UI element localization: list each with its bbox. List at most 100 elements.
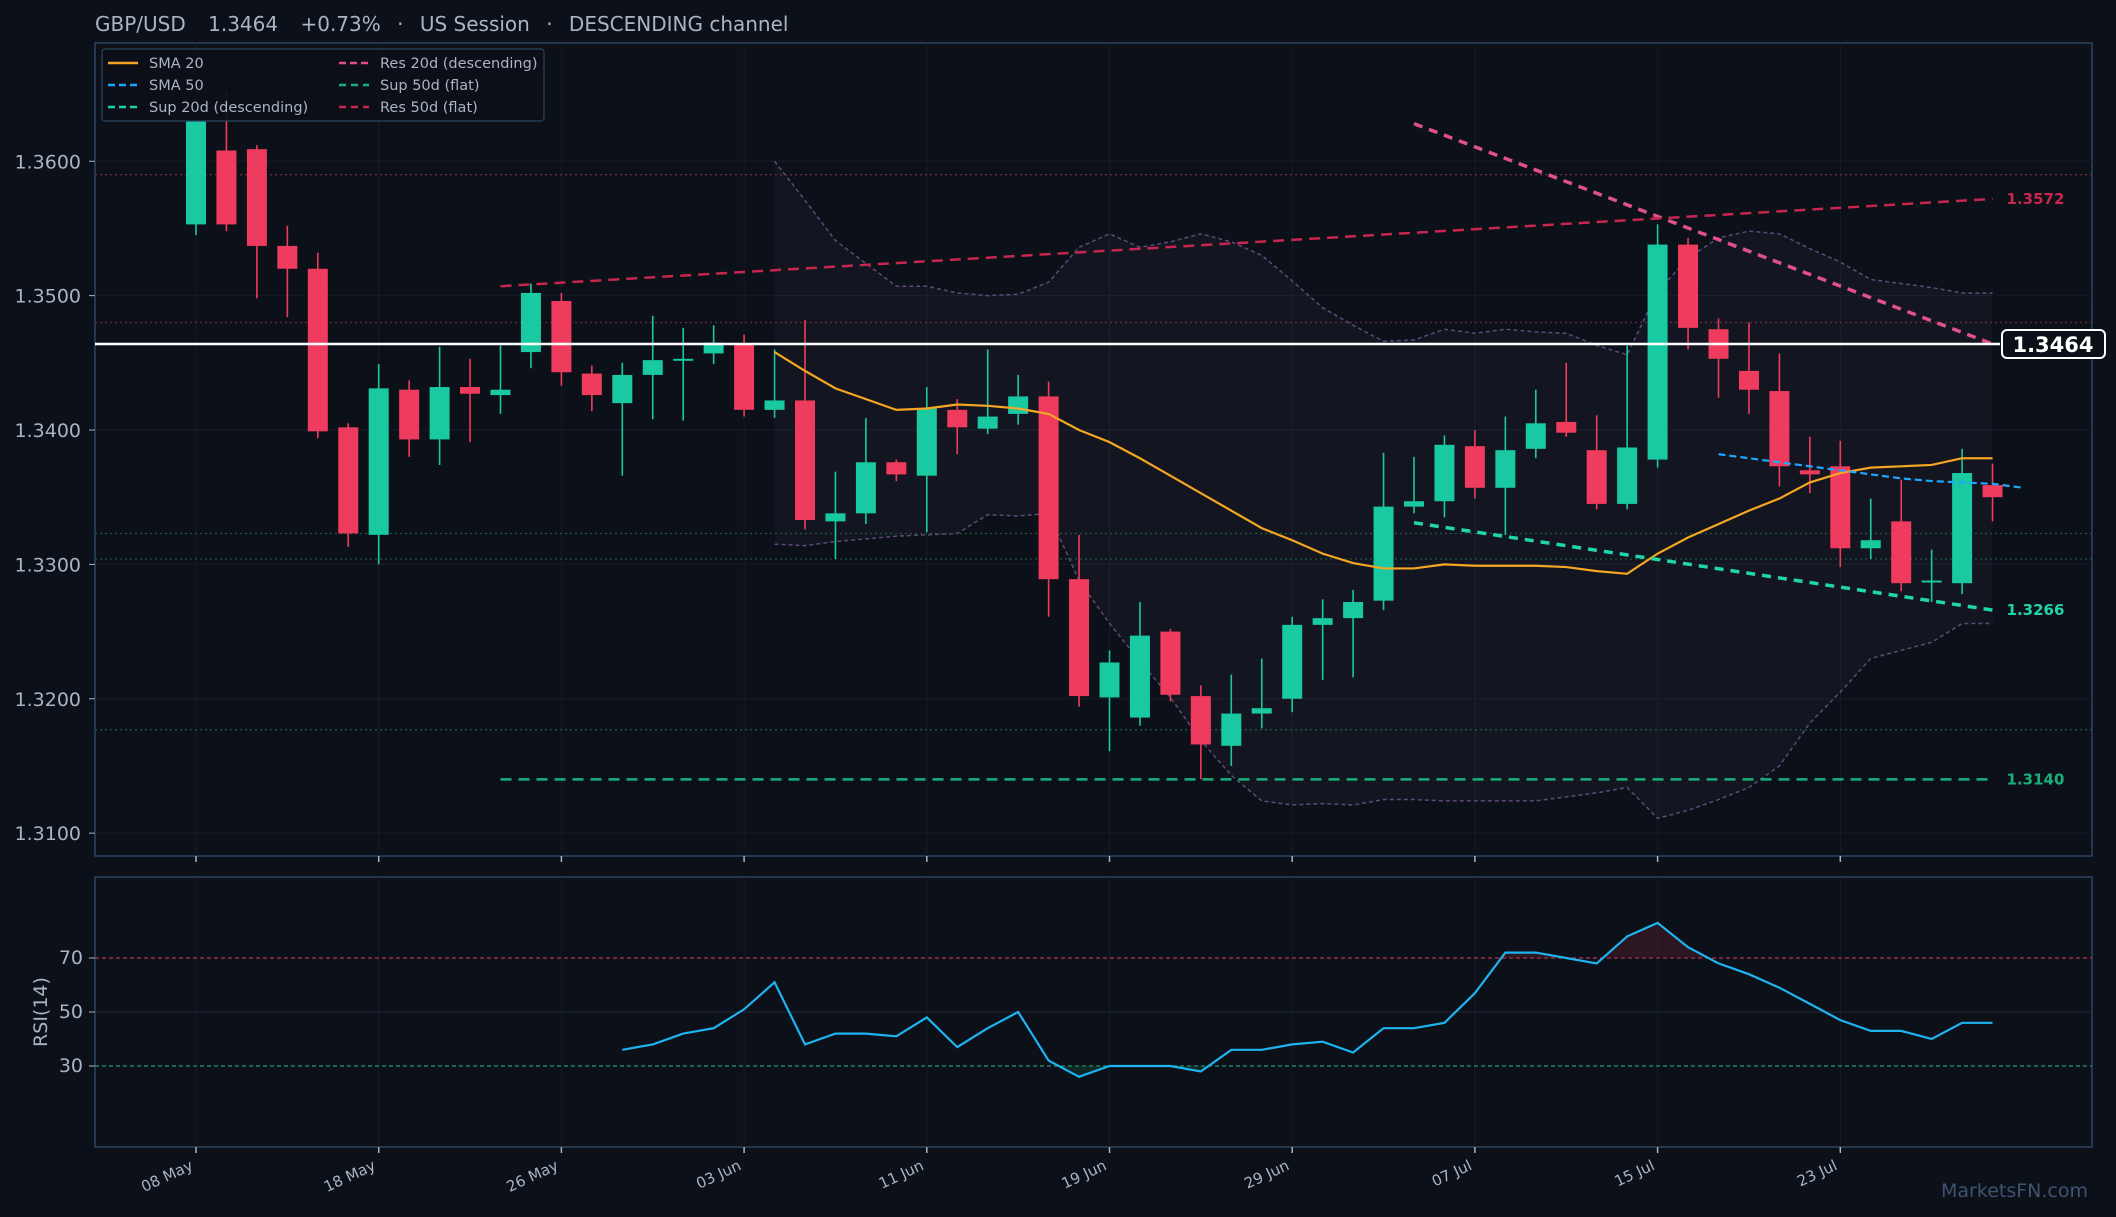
candle-body — [1799, 470, 1820, 475]
price-label: 1.3464 — [208, 12, 278, 36]
candle-body — [1738, 370, 1759, 390]
candle-body — [1099, 662, 1120, 698]
candle-body — [1434, 444, 1455, 502]
date-tick-label: 23 Jul — [1794, 1156, 1840, 1190]
level-line — [1413, 121, 1994, 346]
candle-body — [1525, 423, 1546, 449]
moving-averages — [773, 351, 2024, 575]
legend-label: SMA 50 — [149, 78, 204, 94]
candle-body — [916, 408, 937, 476]
rsi-line — [622, 921, 1993, 1078]
candle-body — [186, 120, 206, 225]
candle-body — [338, 427, 359, 534]
bollinger-lower-line — [774, 512, 1993, 820]
date-tick-label: 08 May — [138, 1156, 195, 1196]
bollinger-upper-line — [773, 160, 1993, 356]
candle-body — [490, 389, 511, 396]
candle-body — [1556, 421, 1577, 433]
date-tick-label: 15 Jul — [1612, 1156, 1658, 1190]
candle-body — [1952, 473, 1973, 584]
candle-body — [1495, 450, 1516, 488]
candle-body — [855, 462, 876, 514]
candle-body — [1343, 602, 1364, 619]
candle-body — [1860, 540, 1881, 549]
candle-body — [1069, 579, 1090, 697]
candle-body — [1404, 501, 1424, 507]
candle-body — [825, 513, 846, 522]
price-tick-label: 1.3400 — [15, 420, 81, 442]
candle-body — [1251, 708, 1272, 714]
rsi-panel: 30 50 70 RSI(14) — [30, 921, 2092, 1078]
price-tick-label: 1.3300 — [15, 554, 81, 576]
symbol-label: GBP/USD — [95, 12, 186, 36]
candle-body — [216, 150, 237, 225]
price-tick-label: 1.3500 — [15, 286, 81, 308]
candle-body — [703, 342, 724, 354]
candle-body — [1038, 396, 1059, 580]
legend-label: Res 50d (flat) — [380, 100, 478, 116]
trend-levels: 1.3266 1.3572 1.3140 — [500, 121, 2065, 788]
legend: SMA 20 SMA 50 Sup 20d (descending) Res 20d … — [101, 48, 545, 122]
current-price-label: 1.3464 — [2012, 333, 2093, 357]
level-line — [500, 197, 1993, 288]
candle-body — [1617, 447, 1638, 504]
candle-body — [1464, 446, 1485, 488]
candle-body — [642, 360, 663, 375]
candle-body — [1190, 696, 1211, 745]
date-tick-label: 07 Jul — [1429, 1156, 1475, 1190]
rsi-axis-label: RSI(14) — [30, 977, 52, 1047]
candle-body — [734, 344, 755, 410]
candle-body — [307, 268, 328, 432]
current-price-tag — [2001, 329, 2106, 360]
legend-label: Res 20d (descending) — [380, 56, 537, 72]
price-tick-label: 1.3600 — [15, 151, 81, 173]
candle-body — [1312, 618, 1333, 625]
candle-body — [368, 388, 389, 535]
candle-body — [1678, 244, 1699, 328]
watermark: MarketsFN.com — [1941, 1180, 2088, 1202]
candle-body — [673, 358, 694, 361]
date-tick-label: 11 Jun — [876, 1156, 926, 1192]
legend-label: Sup 20d (descending) — [149, 100, 308, 116]
date-tick-label: 19 Jun — [1059, 1156, 1109, 1192]
candle-body — [429, 387, 450, 440]
chart-header: GBP/USD 1.3464 +0.73% · US Session · DES… — [95, 12, 788, 36]
legend-label: SMA 20 — [149, 56, 204, 72]
header-separator: · — [546, 12, 552, 36]
candle-body — [1891, 521, 1912, 584]
candle-body — [977, 416, 998, 429]
sma20-line — [773, 351, 1993, 575]
rsi-tick-label: 30 — [59, 1055, 83, 1077]
date-tick-label: 26 May — [504, 1156, 561, 1196]
sma50-line — [1718, 453, 2024, 489]
candle-body — [581, 373, 602, 396]
candle-body — [1373, 506, 1394, 601]
candle-body — [1160, 631, 1181, 695]
candle-body — [520, 292, 541, 353]
rsi-overbought-fill — [1627, 922, 1658, 958]
candle-body — [1129, 635, 1150, 718]
candle-body — [612, 374, 633, 404]
legend-box — [101, 48, 545, 122]
candlesticks — [186, 91, 2003, 780]
change-label: +0.73% — [300, 12, 380, 36]
candle-body — [399, 389, 420, 440]
session-label: US Session — [420, 12, 530, 36]
price-tick-label: 1.3100 — [15, 823, 81, 845]
rsi-tick-label: 70 — [59, 947, 83, 969]
candle-body — [1221, 713, 1242, 746]
level-label: 1.3572 — [2007, 190, 2065, 208]
candle-body — [1282, 624, 1303, 699]
candle-body — [947, 409, 968, 428]
candle-body — [277, 245, 298, 269]
rsi-overbought-fill — [1505, 952, 1536, 958]
price-axis: 1.3100 1.3200 1.3300 1.3400 1.3500 1.3600 — [15, 151, 95, 845]
candle-body — [460, 387, 481, 394]
legend-label: Sup 50d (flat) — [380, 78, 480, 94]
candle-body — [795, 400, 815, 521]
rsi-overbought-fill — [1657, 922, 1689, 958]
candle-body — [1921, 580, 1942, 583]
candle-body — [1982, 485, 2003, 498]
level-line — [1413, 521, 1993, 612]
